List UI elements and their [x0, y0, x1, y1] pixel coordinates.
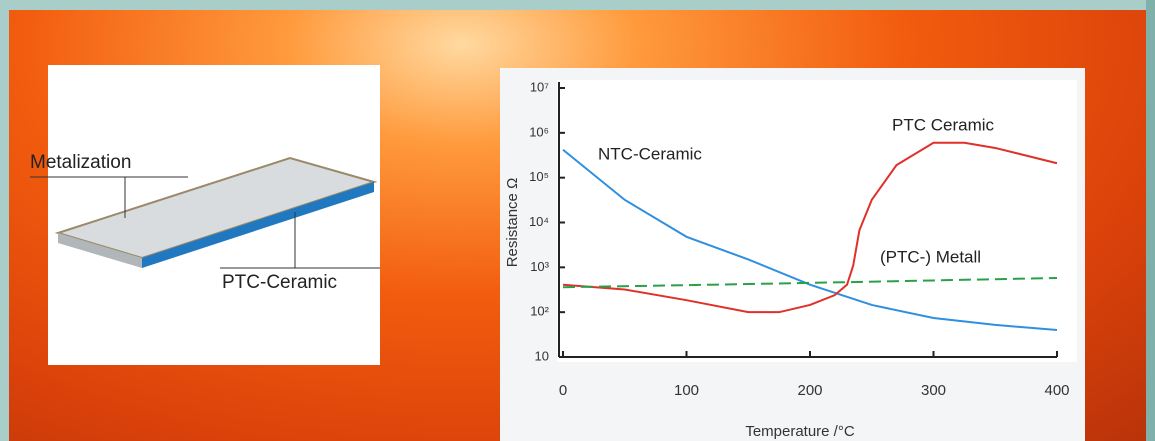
- y-axis-label: Resistance Ω: [504, 178, 521, 268]
- diagram-label: PTC-Ceramic: [222, 272, 337, 293]
- series-label: PTC Ceramic: [892, 115, 995, 134]
- y-tick-label: 10⁷: [530, 79, 549, 94]
- x-axis-label: Temperature /°C: [745, 423, 855, 440]
- y-tick-label: 10²: [530, 304, 549, 319]
- plot-area: [557, 80, 1077, 362]
- x-tick-label: 300: [921, 382, 946, 399]
- diagram-label: Metalization: [30, 152, 131, 173]
- y-tick-label: 10: [535, 348, 549, 363]
- x-tick-label: 200: [797, 382, 822, 399]
- frame-top: [0, 0, 1155, 10]
- x-tick-label: 400: [1044, 382, 1069, 399]
- x-tick-label: 0: [559, 382, 567, 399]
- frame-right: [1146, 0, 1155, 441]
- chart: Metalization PTC-Ceramic 10 10² 10³ 10⁴ 10⁵ 1…: [0, 0, 1155, 441]
- frame-left: [0, 0, 9, 441]
- slide: Metalization PTC-Ceramic 10 10² 10³ 10⁴ 10⁵ 1…: [0, 0, 1155, 441]
- x-tick-label: 100: [674, 382, 699, 399]
- series-label: NTC-Ceramic: [598, 144, 702, 163]
- y-tick-label: 10⁴: [529, 214, 549, 229]
- y-tick-label: 10⁵: [529, 169, 549, 184]
- y-tick-label: 10⁶: [529, 124, 549, 139]
- series-label: (PTC-) Metall: [880, 247, 981, 266]
- y-tick-label: 10³: [530, 259, 549, 274]
